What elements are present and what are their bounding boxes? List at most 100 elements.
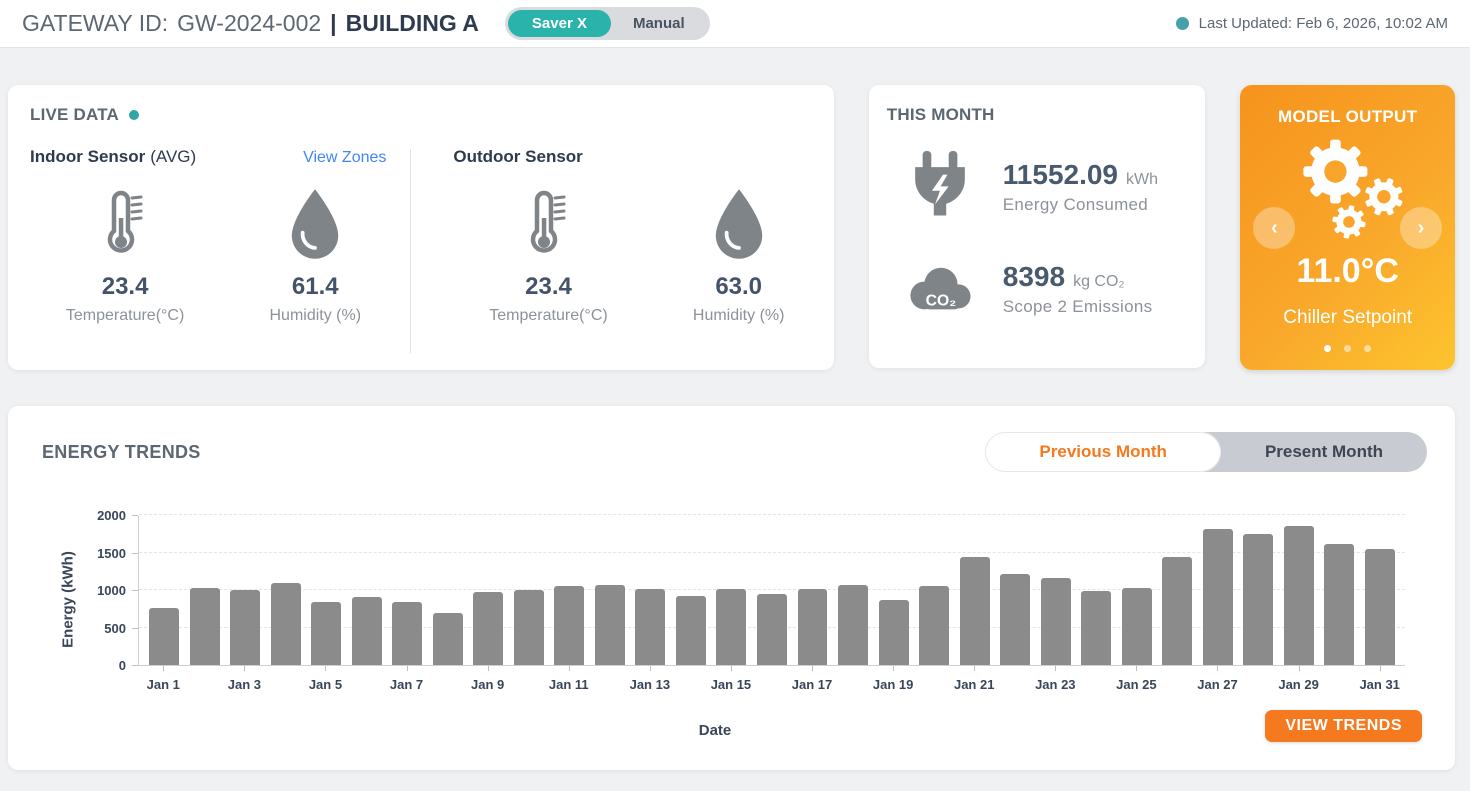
bar-jan-9 <box>473 592 504 665</box>
carousel-dot[interactable] <box>1324 345 1332 352</box>
x-tick-label: Jan 1 <box>146 677 180 692</box>
carousel-prev-button[interactable]: ‹ <box>1253 207 1296 249</box>
month-period-toggle[interactable]: Previous Month Present Month <box>985 432 1427 472</box>
x-tick-label: Jan 9 <box>471 677 505 692</box>
x-tick <box>1238 666 1279 694</box>
bar-jan-1 <box>149 608 180 665</box>
bar-jan-23 <box>1040 578 1071 665</box>
humidity-droplet-icon <box>286 185 344 263</box>
bar-jan-27 <box>1202 529 1233 665</box>
y-tick-label: 1500 <box>97 545 126 561</box>
building-name: BUILDING A <box>345 10 479 36</box>
bar-jan-18 <box>838 585 868 665</box>
x-tick <box>994 666 1035 694</box>
this-month-title: THIS MONTH <box>886 105 995 124</box>
energy-consumed-label: Energy Consumed <box>1002 195 1149 214</box>
x-tick <box>832 666 873 694</box>
x-tick-label: Jan 17 <box>791 677 833 692</box>
bar-jan-13 <box>635 589 666 665</box>
thermometer-icon <box>527 185 569 263</box>
view-trends-button[interactable]: VIEW TRENDS <box>1265 710 1422 742</box>
top-bar: GATEWAY ID: GW-2024-002 | BUILDING A Sav… <box>0 0 1470 48</box>
top-cards-row: LIVE DATA Indoor Sensor (AVG) View Zones <box>8 85 1455 370</box>
carousel-dot[interactable] <box>1364 345 1372 352</box>
gears-icon <box>1285 133 1411 250</box>
live-indicator-icon <box>129 110 139 120</box>
thermometer-icon <box>104 185 146 263</box>
x-tick-label: Jan 13 <box>629 677 671 692</box>
indoor-sensor-title: Indoor Sensor <box>30 147 146 166</box>
x-axis: Jan 1 Jan 3 Jan 5 Jan 7 Jan 9 Jan 11 Jan 13 Jan… <box>138 666 1405 694</box>
x-tick-label: Jan 25 <box>1116 677 1157 692</box>
y-tick-mark <box>132 552 138 554</box>
y-tick-label: 500 <box>104 620 126 636</box>
x-tick-label: Jan 31 <box>1359 677 1400 692</box>
previous-month-toggle-option[interactable]: Previous Month <box>985 432 1221 472</box>
outdoor-humidity-value: 63.0 <box>715 273 763 300</box>
manual-toggle-option[interactable]: Manual <box>611 10 707 37</box>
x-tick-label: Jan 15 <box>710 677 752 692</box>
bar-jan-6 <box>351 597 382 665</box>
indoor-sensor-section: Indoor Sensor (AVG) View Zones <box>30 147 410 359</box>
energy-consumed-value: 11552.09 <box>1002 159 1119 190</box>
carousel-dots[interactable] <box>1324 345 1372 356</box>
outdoor-humidity-block: 63.0 Humidity (%) <box>644 185 834 325</box>
x-tick <box>427 666 468 694</box>
x-tick-label: Jan 23 <box>1035 677 1076 692</box>
present-month-toggle-option[interactable]: Present Month <box>1221 432 1427 472</box>
x-tick-label: Jan 29 <box>1278 677 1319 692</box>
indoor-temperature-block: 23.4 Temperature(°C) <box>30 185 220 325</box>
bar-plot <box>139 516 1405 665</box>
bar-jan-31 <box>1364 548 1395 665</box>
x-tick: Jan 25 <box>1116 666 1157 694</box>
x-tick <box>508 666 549 694</box>
bar-jan-26 <box>1162 556 1193 665</box>
humidity-droplet-icon <box>710 185 768 263</box>
y-tick-label: 0 <box>118 658 126 673</box>
last-updated-text: Last Updated: Feb 6, 2026, 10:02 AM <box>1198 15 1448 32</box>
page-title: GATEWAY ID: GW-2024-002 | BUILDING A <box>22 10 479 37</box>
bar-jan-14 <box>675 595 706 665</box>
x-tick: Jan 17 <box>792 666 833 694</box>
view-zones-link[interactable]: View Zones <box>303 149 387 166</box>
gateway-id-prefix: GATEWAY ID: <box>22 10 169 36</box>
x-tick: Jan 29 <box>1278 666 1319 694</box>
outdoor-temperature-label: Temperature(°C) <box>489 307 608 324</box>
x-tick <box>913 666 954 694</box>
y-tick-mark <box>132 515 138 516</box>
gridline <box>139 514 1405 515</box>
x-tick <box>1319 666 1360 694</box>
indoor-humidity-label: Humidity (%) <box>269 307 362 324</box>
mode-toggle[interactable]: Saver X Manual <box>504 7 710 40</box>
bar-jan-15 <box>716 589 747 665</box>
carousel-dot[interactable] <box>1344 345 1352 352</box>
x-tick <box>670 666 711 694</box>
bar-jan-17 <box>797 589 828 665</box>
bar-jan-12 <box>594 585 625 665</box>
chart-plot <box>138 514 1405 666</box>
bar-jan-21 <box>959 557 990 665</box>
x-tick: Jan 27 <box>1197 666 1238 694</box>
x-tick: Jan 1 <box>143 666 184 694</box>
carousel-next-button[interactable]: › <box>1400 207 1442 249</box>
energy-trends-card: ENERGY TRENDS Previous Month Present Mon… <box>8 406 1455 770</box>
x-tick <box>751 666 792 694</box>
saver-x-toggle-option[interactable]: Saver X <box>507 10 611 37</box>
energy-trends-title: ENERGY TRENDS <box>42 441 201 462</box>
bar-jan-19 <box>878 600 909 665</box>
x-tick: Jan 3 <box>224 666 265 694</box>
y-tick-mark <box>132 590 138 591</box>
energy-consumed-unit: kWh <box>1126 171 1159 188</box>
x-tick: Jan 19 <box>873 666 914 694</box>
status-dot-icon <box>1175 17 1189 30</box>
outdoor-temperature-block: 23.4 Temperature(°C) <box>453 185 643 325</box>
outdoor-temperature-value: 23.4 <box>525 273 572 300</box>
indoor-sensor-subtitle: (AVG) <box>150 147 197 166</box>
y-axis-label: Energy (kWh) <box>59 551 77 648</box>
y-axis: 0 500 1000 1500 2000 <box>80 508 138 673</box>
x-tick <box>1157 666 1198 694</box>
x-tick <box>265 666 306 694</box>
x-tick: Jan 11 <box>548 666 589 694</box>
y-tick-label: 1000 <box>97 583 126 598</box>
indoor-temperature-label: Temperature(°C) <box>65 307 185 324</box>
